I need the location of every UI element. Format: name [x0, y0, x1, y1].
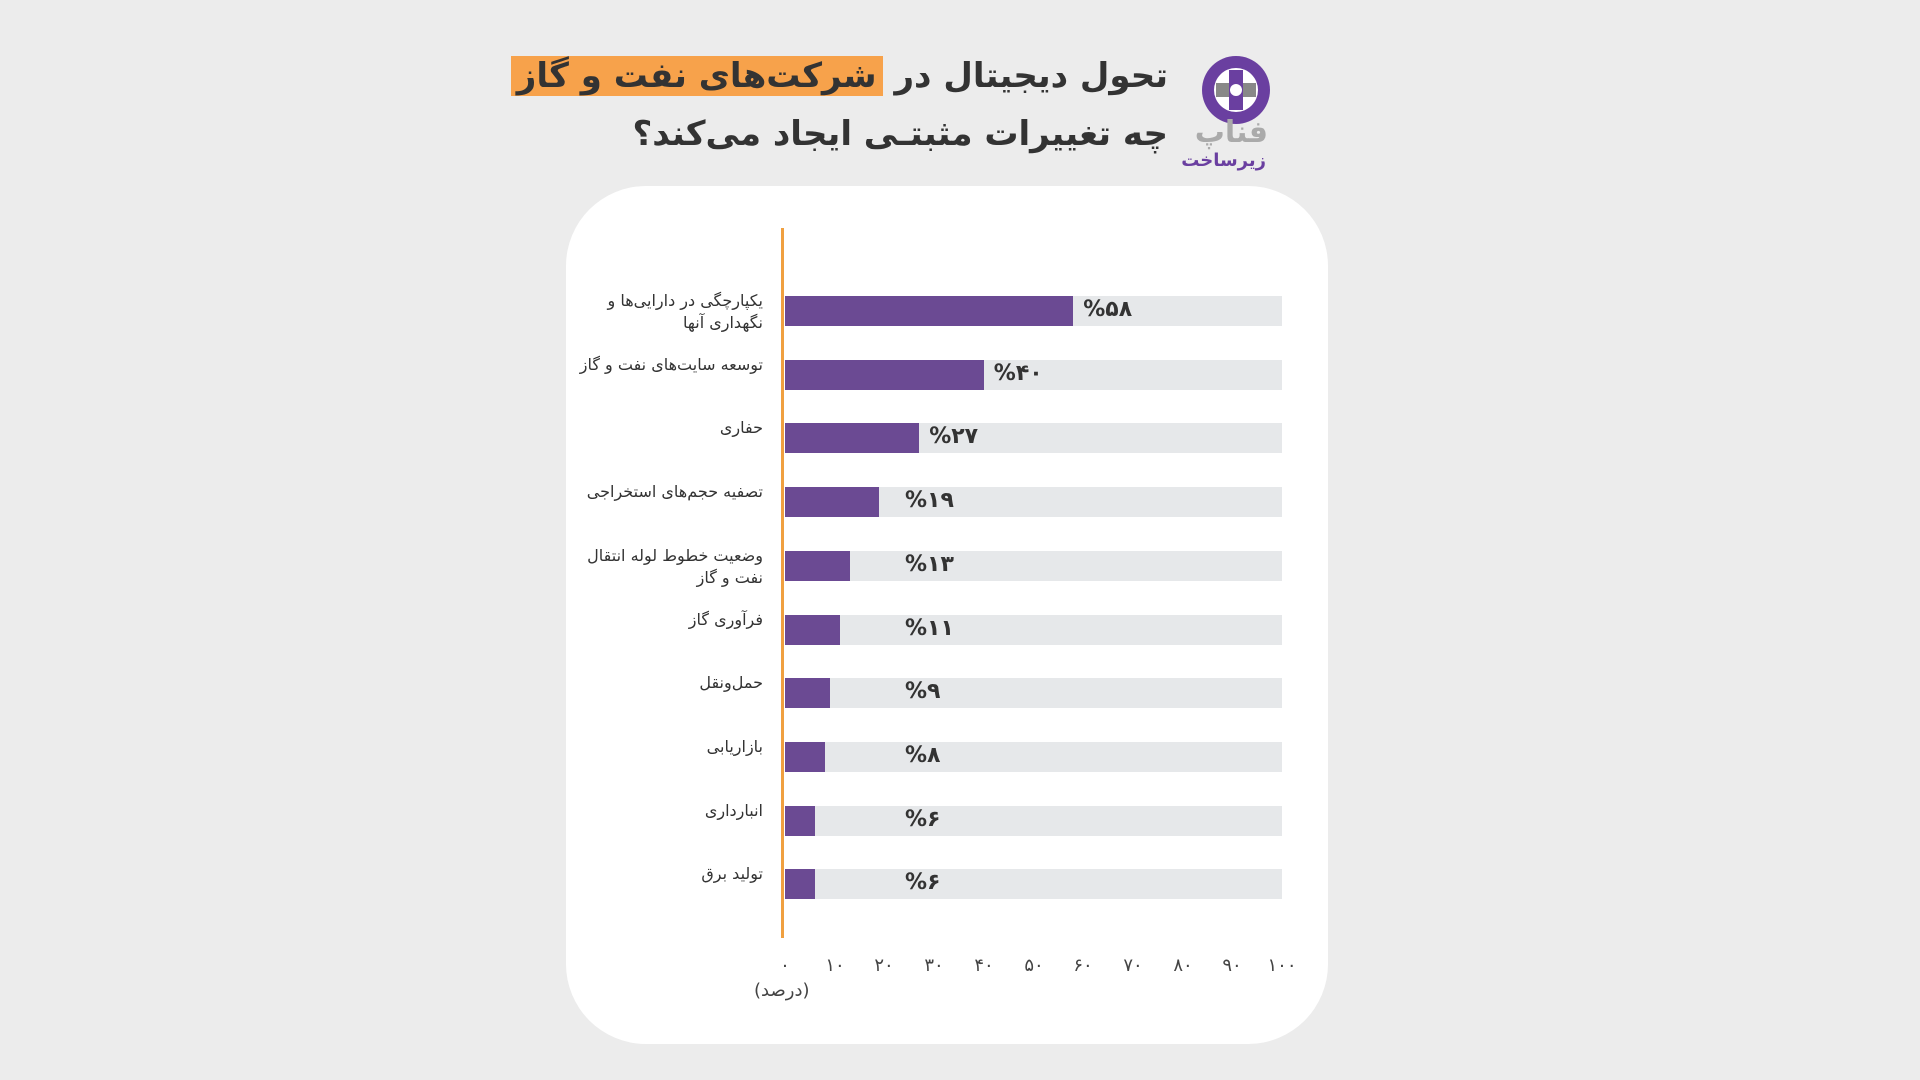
category-label: حفاری	[719, 418, 763, 437]
data-label: %۸	[905, 743, 941, 768]
category-label: انبارداری	[704, 801, 763, 820]
category-label: فرآوری گاز	[688, 610, 763, 629]
bar	[785, 869, 815, 899]
x-tick-label: ۵۰	[1024, 955, 1044, 976]
logo-icon	[1202, 56, 1270, 124]
bar	[785, 360, 984, 390]
data-label: %۱۱	[905, 616, 954, 641]
bar	[785, 678, 830, 708]
x-tick-label: ۸۰	[1173, 955, 1193, 976]
bar	[785, 806, 815, 836]
title-part-1: تحول دیجیتال در	[894, 56, 1168, 96]
bar-track	[785, 806, 1282, 836]
y-axis-line	[781, 228, 784, 938]
logo-subtext: زیرساخت	[1181, 150, 1266, 171]
x-tick-label: ۶۰	[1073, 955, 1093, 976]
data-label: %۱۹	[905, 488, 954, 513]
data-label: %۴۰	[993, 361, 1043, 386]
data-label: %۶	[905, 807, 941, 832]
bar-track	[785, 742, 1282, 772]
category-label: توسعه سایت‌های نفت و گاز	[579, 355, 763, 374]
chart-title-line-2: چه تغییرات مثبتـی ایجاد می‌کند؟	[632, 114, 1168, 154]
data-label: %۵۸	[1083, 297, 1133, 322]
data-label: %۱۳	[905, 552, 954, 577]
logo-text: فناپ	[1194, 115, 1268, 150]
x-tick-label: ۳۰	[924, 955, 944, 976]
x-tick-label: ۹۰	[1222, 955, 1242, 976]
title-highlight: شرکت‌های نفت و گاز	[510, 56, 883, 96]
bar	[785, 487, 879, 517]
bar	[785, 615, 840, 645]
x-tick-label: ۱۰	[825, 955, 845, 976]
x-tick-label: ۱۰۰	[1267, 955, 1297, 976]
bar	[785, 423, 919, 453]
logo: فناپ زیرساخت	[1181, 50, 1280, 180]
bar-track	[785, 615, 1282, 645]
bar-track	[785, 678, 1282, 708]
category-label: تولید برق	[701, 864, 763, 883]
data-label: %۶	[905, 870, 941, 895]
category-label: یکپارچگی در دارایی‌ها و نگهداری آنها	[607, 291, 763, 332]
x-tick-label: ۰	[780, 955, 790, 976]
bar-track	[785, 551, 1282, 581]
category-label: بازاریابی	[706, 737, 763, 756]
category-label: تصفیه حجم‌های استخراجی	[586, 482, 763, 501]
x-tick-label: ۴۰	[974, 955, 994, 976]
header: تحول دیجیتال در شرکت‌های نفت و گاز چه تغ…	[510, 50, 1280, 180]
bar	[785, 551, 850, 581]
category-label: حمل‌ونقل	[699, 673, 763, 692]
x-tick-label: ۷۰	[1123, 955, 1143, 976]
bar	[785, 742, 825, 772]
data-label: %۹	[905, 679, 941, 704]
category-label: وضعیت خطوط لوله انتقال نفت و گاز	[587, 546, 763, 587]
x-axis-label: (درصد)	[754, 980, 810, 1001]
x-tick-label: ۲۰	[874, 955, 894, 976]
chart-title-line-1: تحول دیجیتال در شرکت‌های نفت و گاز	[510, 56, 1168, 96]
bar	[785, 296, 1073, 326]
bar-track	[785, 869, 1282, 899]
data-label: %۲۷	[929, 424, 979, 449]
